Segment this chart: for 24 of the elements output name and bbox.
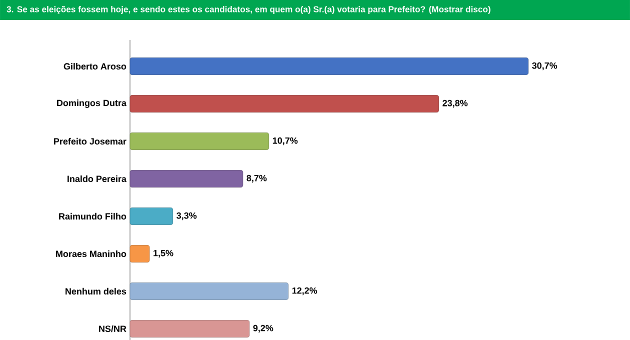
data-label: 12,2% (292, 287, 318, 296)
chart-title: 3. Se as eleições fossem hoje, e sendo estes os candidatos, em quem o(a) Sr.(a) votaria para Prefeito? (Mostrar disco) (6, 6, 490, 14)
bar (130, 282, 288, 300)
y-tick-label: Domingos Dutra (57, 100, 127, 108)
y-tick-label: NS/NR (99, 325, 126, 332)
y-tick-label: Gilberto Aroso (64, 62, 126, 70)
bar (130, 170, 244, 188)
data-label: 9,2% (253, 324, 274, 333)
bar (130, 58, 528, 75)
data-label: 30,7% (532, 62, 558, 70)
bar (130, 208, 174, 225)
y-tick-label: Nenhum deles (66, 288, 126, 295)
y-tick-label: Moraes Maninho (56, 250, 126, 258)
data-label: 3,3% (176, 212, 197, 220)
data-label: 1,5% (154, 250, 174, 258)
bar (130, 132, 270, 150)
bar (130, 245, 150, 262)
y-tick-label: Raimundo Filho (59, 212, 126, 220)
data-label: 10,7% (272, 137, 298, 146)
y-tick-label: Prefeito Josemar (54, 138, 126, 145)
y-tick-label: Inaldo Pereira (68, 175, 127, 182)
bar (130, 95, 439, 112)
data-label: 8,7% (246, 174, 267, 183)
data-label: 23,8% (442, 100, 468, 108)
